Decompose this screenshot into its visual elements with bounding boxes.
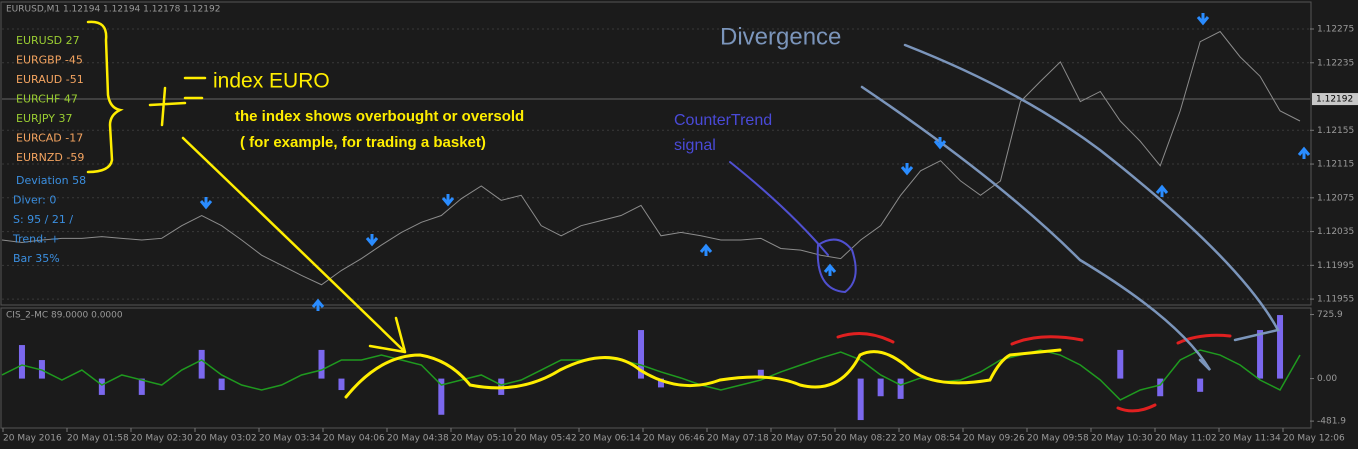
pair-label: EURUSD 27 bbox=[16, 34, 80, 47]
annotation: Divergence bbox=[720, 23, 841, 50]
x-tick-label: 20 May 01:58 bbox=[67, 434, 129, 444]
histogram-bar bbox=[897, 378, 904, 399]
y-tick-label: 1.12275 bbox=[1317, 25, 1354, 35]
y-tick-label: 1.12235 bbox=[1317, 58, 1354, 68]
x-tick-label: 20 May 09:26 bbox=[963, 434, 1025, 444]
x-tick-label: 20 May 03:34 bbox=[259, 434, 321, 444]
pair-label: EURCAD -17 bbox=[16, 132, 83, 145]
signal-arrow bbox=[1155, 184, 1169, 197]
x-tick-label: 20 May 11:34 bbox=[1219, 434, 1281, 444]
pair-label: EURNZD -59 bbox=[16, 151, 84, 164]
signal-arrow bbox=[441, 194, 455, 207]
histogram-bar bbox=[338, 378, 345, 391]
x-tick-label: 20 May 02:30 bbox=[131, 434, 193, 444]
x-tick-label: 20 May 11:02 bbox=[1155, 434, 1217, 444]
signal-arrow bbox=[311, 298, 325, 311]
pair-label: EURCHF 47 bbox=[16, 93, 78, 106]
histogram-bar bbox=[638, 330, 645, 379]
x-tick-label: 20 May 05:42 bbox=[515, 434, 577, 444]
histogram-bar bbox=[877, 378, 884, 397]
y-tick-label: 1.12115 bbox=[1317, 160, 1354, 170]
current-label: 1.12192 bbox=[1316, 95, 1353, 105]
pair-label: EURAUD -51 bbox=[16, 73, 84, 86]
histogram-bar bbox=[1117, 349, 1124, 379]
x-tick-label: 20 May 07:50 bbox=[771, 434, 833, 444]
histogram-bar bbox=[1157, 378, 1164, 397]
stat-label: S: 95 / 21 / bbox=[13, 213, 73, 226]
main-frame bbox=[0, 1, 1312, 306]
counter-arrow bbox=[729, 161, 857, 294]
histogram-bar bbox=[138, 378, 145, 395]
y-tick-label: 0.00 bbox=[1317, 374, 1337, 384]
pair-label: EURJPY 37 bbox=[16, 112, 73, 125]
y-tick-label: -481.9 bbox=[1317, 417, 1346, 427]
divergence-arrows bbox=[860, 43, 1280, 371]
plus-minus bbox=[148, 76, 207, 127]
signal-arrow bbox=[699, 243, 713, 256]
signal-arrow bbox=[1196, 13, 1210, 26]
stat-label: Bar 35% bbox=[13, 252, 60, 265]
price-line bbox=[1, 30, 1301, 286]
stat-label: Deviation 58 bbox=[16, 174, 86, 187]
x-tick-label: 20 May 03:02 bbox=[195, 434, 257, 444]
histogram-bar bbox=[757, 369, 764, 379]
annotation: index EURO bbox=[213, 70, 330, 93]
x-tick-label: 20 May 06:14 bbox=[579, 434, 641, 444]
y-tick-label: 725.9 bbox=[1317, 310, 1343, 320]
histogram-bar bbox=[198, 349, 205, 379]
x-tick-label: 20 May 08:54 bbox=[899, 434, 961, 444]
window-title: EURUSD,M1 1.12194 1.12194 1.12178 1.1219… bbox=[6, 5, 220, 15]
yellow-curve bbox=[344, 348, 1062, 399]
signal-arrow bbox=[823, 263, 837, 276]
signal-arrow bbox=[933, 137, 947, 150]
x-tick-label: 20 May 07:18 bbox=[707, 434, 769, 444]
y-tick-label: 1.11995 bbox=[1317, 261, 1354, 271]
x-tick-label: 20 May 2016 bbox=[3, 434, 62, 444]
annotation: ( for example, for trading a basket) bbox=[240, 134, 486, 151]
pair-label: EURGBP -45 bbox=[16, 54, 83, 67]
signal-arrow bbox=[199, 197, 213, 210]
indicator-frame bbox=[0, 307, 1312, 429]
histogram-bar bbox=[218, 378, 225, 391]
stat-label: Trend: + bbox=[12, 233, 60, 246]
y-tick-label: 1.12155 bbox=[1317, 126, 1354, 136]
signal-arrow bbox=[1297, 146, 1311, 159]
x-tick-label: 20 May 05:10 bbox=[451, 434, 513, 444]
x-tick-label: 20 May 04:38 bbox=[387, 434, 449, 444]
y-tick-label: 1.11955 bbox=[1317, 295, 1354, 305]
y-tick-label: 1.12075 bbox=[1317, 193, 1354, 203]
histogram-bar bbox=[438, 378, 445, 415]
histogram-bar bbox=[657, 378, 664, 388]
annotation: CounterTrend bbox=[674, 112, 772, 129]
brace bbox=[86, 20, 124, 174]
stat-label: Diver: 0 bbox=[13, 194, 56, 207]
annotation: signal bbox=[674, 137, 716, 154]
histogram-bar bbox=[1197, 378, 1204, 392]
x-tick-label: 20 May 09:58 bbox=[1027, 434, 1089, 444]
hand-drawings bbox=[86, 20, 1280, 413]
indicator-label: CIS_2-MC 89.0000 0.0000 bbox=[6, 311, 123, 321]
x-tick-label: 20 May 10:30 bbox=[1091, 434, 1153, 444]
x-tick-label: 20 May 04:06 bbox=[323, 434, 385, 444]
histogram-bar bbox=[98, 378, 105, 395]
annotation: the index shows overbought or oversold bbox=[235, 108, 524, 125]
histogram-bar bbox=[318, 349, 325, 379]
x-tick-label: 20 May 06:46 bbox=[643, 434, 705, 444]
red-marks bbox=[836, 331, 1232, 413]
indicator-line bbox=[1, 349, 1301, 401]
histogram-bar bbox=[857, 378, 864, 421]
signal-arrow bbox=[900, 163, 914, 176]
current-box bbox=[1312, 93, 1358, 106]
histogram-bar bbox=[1277, 315, 1284, 379]
histogram-bar bbox=[18, 345, 25, 379]
signal-arrow bbox=[365, 234, 379, 247]
x-tick-label: 20 May 12:06 bbox=[1283, 434, 1345, 444]
histogram-bar bbox=[1257, 330, 1264, 379]
x-tick-label: 20 May 08:22 bbox=[835, 434, 897, 444]
yellow-arrow bbox=[181, 136, 407, 354]
y-tick-label: 1.12035 bbox=[1317, 227, 1354, 237]
